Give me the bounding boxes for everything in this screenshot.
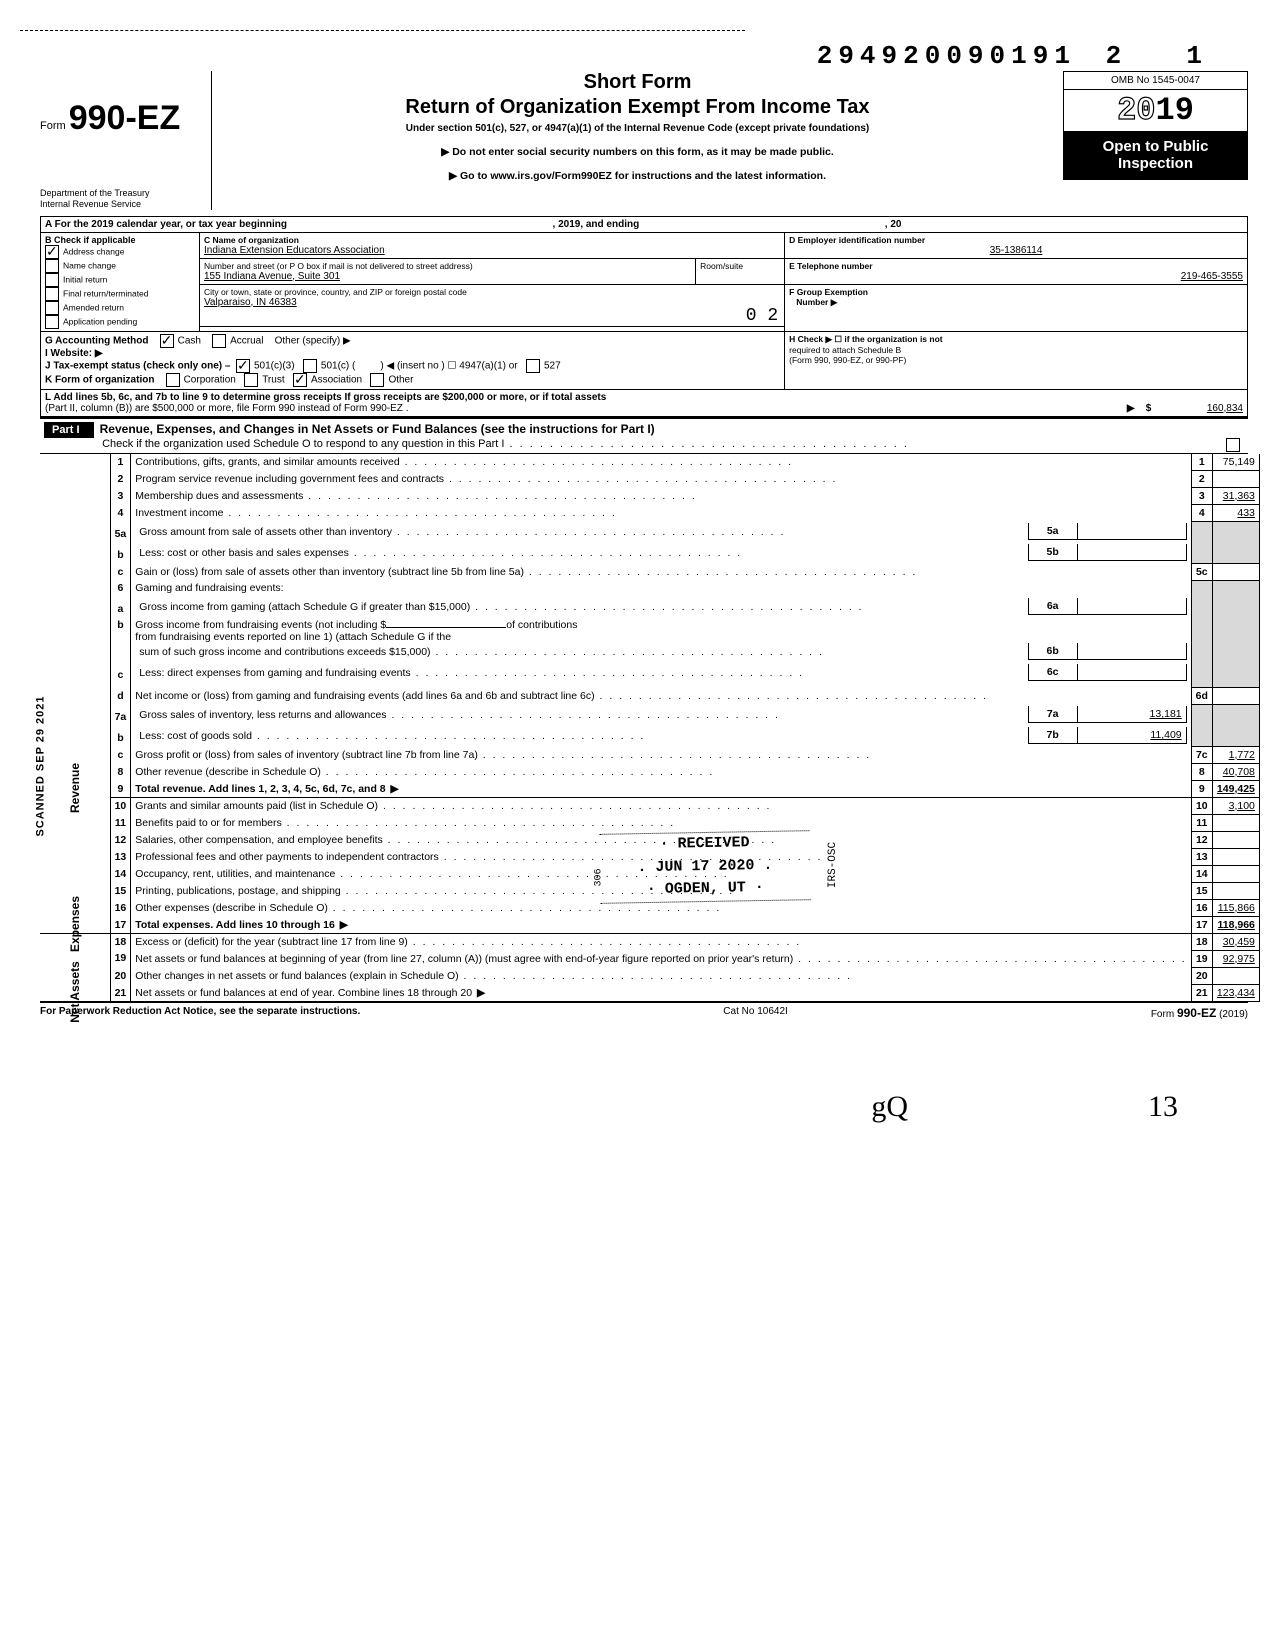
accrual-checkbox[interactable]	[212, 334, 226, 348]
line-3: Membership dues and assessments	[131, 487, 1191, 504]
row-a: A For the 2019 calendar year, or tax yea…	[45, 219, 287, 230]
row-h: H Check ▶ ☐ if the organization is not r…	[789, 334, 1243, 365]
tax-year: 2019	[1063, 89, 1248, 131]
handwriting-2: 13	[1148, 1090, 1178, 1124]
other-checkbox[interactable]	[370, 373, 384, 387]
part-1-title: Revenue, Expenses, and Changes in Net As…	[100, 422, 655, 436]
line-18-value: 30,459	[1212, 933, 1259, 950]
omb-number: OMB No 1545-0047	[1063, 71, 1248, 89]
corp-checkbox[interactable]	[166, 373, 180, 387]
line-10-value: 3,100	[1212, 797, 1259, 814]
ein: 35-1386114	[789, 245, 1243, 256]
footer-mid: Cat No 10642I	[723, 1006, 788, 1020]
title-sub: Under section 501(c), 527, or 4947(a)(1)…	[220, 123, 1055, 134]
row-j: J Tax-exempt status (check only one) –	[45, 360, 230, 371]
schedule-o-checkbox[interactable]	[1226, 438, 1240, 452]
handwriting-1: gQ	[871, 1090, 908, 1124]
row-k: K Form of organization	[45, 374, 154, 385]
footer-left: For Paperwork Reduction Act Notice, see …	[40, 1006, 360, 1020]
527-checkbox[interactable]	[526, 359, 540, 373]
open-to-public: Open to PublicInspection	[1063, 131, 1248, 180]
city-state-zip: Valparaiso, IN 46383	[204, 297, 780, 308]
row-e-label: E Telephone number	[789, 261, 1243, 271]
line-4-value: 433	[1212, 504, 1259, 521]
cash-checkbox[interactable]	[160, 334, 174, 348]
assoc-checkbox[interactable]	[293, 373, 307, 387]
501c3-checkbox[interactable]	[236, 359, 250, 373]
line-7c-value: 1,772	[1212, 746, 1259, 763]
line-9-value: 149,425	[1212, 780, 1259, 797]
title-main: Return of Organization Exempt From Incom…	[220, 96, 1055, 119]
line-1-value: 75,149	[1212, 454, 1259, 471]
row-l: L Add lines 5b, 6c, and 7b to line 9 to …	[45, 392, 606, 403]
stamp-306: 306	[594, 868, 605, 886]
part-1-bar: Part I	[44, 422, 94, 438]
row-g: G Accounting Method	[45, 335, 149, 346]
final-return-checkbox[interactable]	[45, 287, 59, 301]
stamp-02: 0 2	[746, 306, 778, 326]
line-19-value: 92,975	[1212, 950, 1259, 967]
street-address: 155 Indiana Avenue, Suite 301	[204, 271, 691, 282]
line-2: Program service revenue including govern…	[131, 470, 1191, 487]
address-change-checkbox[interactable]	[45, 245, 59, 259]
line-3-value: 31,363	[1212, 487, 1259, 504]
row-f-label: F Group Exemption Number ▶	[789, 287, 1243, 308]
dept-label: Department of the TreasuryInternal Reven…	[40, 188, 205, 210]
row-b-label: B Check if applicable	[45, 235, 195, 245]
net-assets-label: Net Assets	[68, 961, 82, 1023]
gross-receipts: 160,834	[1207, 403, 1243, 414]
name-change-checkbox[interactable]	[45, 259, 59, 273]
row-c-label: C Name of organization	[204, 235, 780, 245]
line-21-value: 123,434	[1212, 984, 1259, 1001]
line-8-value: 40,708	[1212, 763, 1259, 780]
form-number: Form 990-EZ	[40, 99, 205, 138]
line-4: Investment income	[131, 504, 1191, 521]
application-pending-checkbox[interactable]	[45, 315, 59, 329]
footer-right: Form 990-EZ (2019)	[1151, 1006, 1248, 1020]
irs-osc-stamp: IRS-OSC	[827, 841, 839, 887]
title-note2: Go to www.irs.gov/Form990EZ for instruct…	[220, 170, 1055, 182]
expenses-label: Expenses	[68, 896, 82, 952]
revenue-label: Revenue	[68, 763, 82, 813]
initial-return-checkbox[interactable]	[45, 273, 59, 287]
document-number: 294920090191 2 1	[40, 41, 1208, 71]
line-16-value: 115,866	[1212, 899, 1259, 916]
line-17-value: 118,966	[1212, 916, 1259, 933]
row-d-label: D Employer identification number	[789, 235, 1243, 245]
amended-return-checkbox[interactable]	[45, 301, 59, 315]
title-short: Short Form	[220, 71, 1055, 94]
received-stamp: · RECEIVED . JUN 17 2020 . · OGDEN, UT ·	[599, 830, 810, 903]
row-i: I Website: ▶	[45, 348, 103, 359]
title-note1: Do not enter social security numbers on …	[220, 146, 1055, 158]
organization-name: Indiana Extension Educators Association	[204, 245, 780, 256]
trust-checkbox[interactable]	[244, 373, 258, 387]
phone: 219-465-3555	[789, 271, 1243, 282]
line-1: Contributions, gifts, grants, and simila…	[131, 454, 1191, 471]
